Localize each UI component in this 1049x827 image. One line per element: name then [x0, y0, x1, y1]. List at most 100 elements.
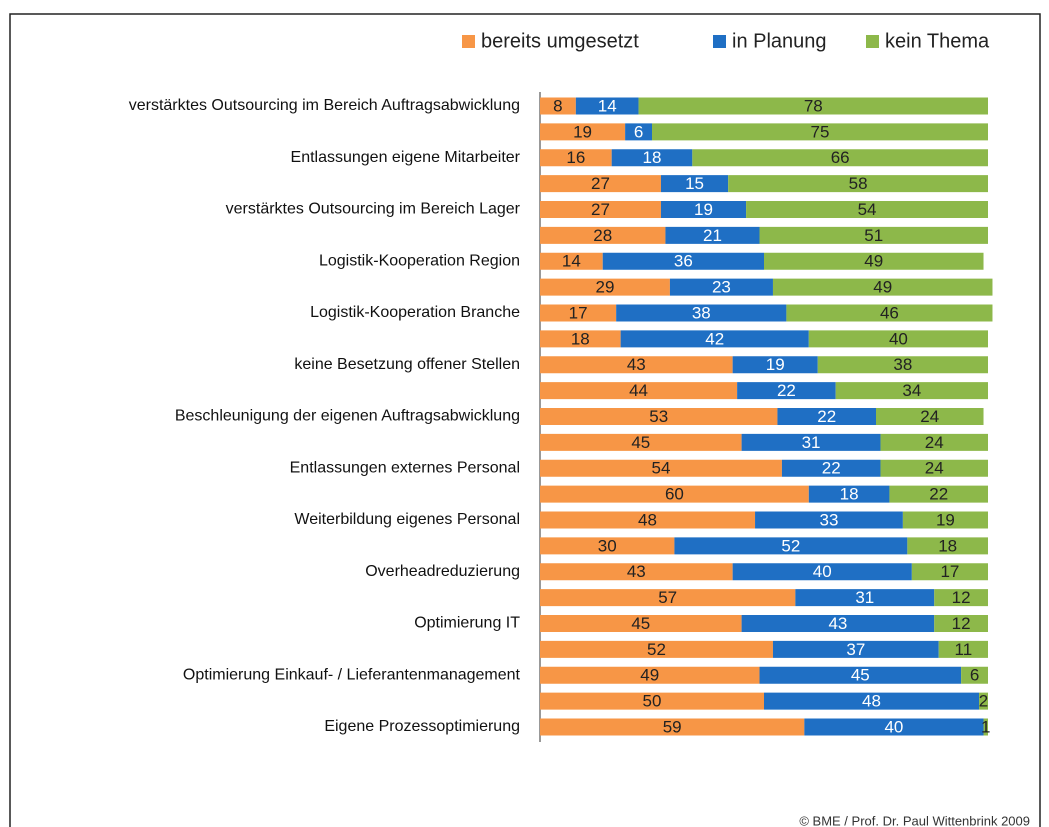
value-label: 19: [573, 122, 592, 141]
bar-segment: [540, 226, 666, 244]
value-label: 46: [880, 303, 899, 322]
bar-segment: [616, 304, 787, 322]
bar-segment: [817, 356, 988, 374]
bar-segment: [540, 537, 675, 555]
bar-segment: [540, 175, 661, 193]
bar-segment: [880, 459, 988, 477]
bar-segment: [540, 123, 626, 141]
value-label: 45: [851, 666, 870, 685]
bar-segment: [983, 718, 988, 736]
value-label: 60: [665, 485, 684, 504]
value-label: 40: [889, 329, 908, 348]
value-label: 22: [777, 381, 796, 400]
value-label: 19: [766, 355, 785, 374]
bar-segment: [938, 640, 988, 658]
bar-segment: [692, 149, 988, 167]
category-label: Weiterbildung eigenes Personal: [294, 511, 520, 528]
bar-segment: [772, 278, 993, 296]
value-label: 29: [595, 278, 614, 297]
bar-segment: [804, 718, 984, 736]
frame: [9, 13, 1041, 827]
bar-segment: [835, 382, 988, 400]
value-label: 40: [884, 717, 903, 736]
value-label: 1: [981, 717, 990, 736]
legend-swatch: [462, 35, 475, 48]
value-label: 51: [864, 226, 883, 245]
category-label: Entlassungen externes Personal: [290, 459, 520, 476]
value-label: 27: [591, 200, 610, 219]
legend-label: bereits umgesetzt: [481, 30, 639, 52]
bar-segment: [540, 718, 805, 736]
value-label: 23: [712, 278, 731, 297]
value-label: 44: [629, 381, 648, 400]
bar-segment: [602, 252, 764, 270]
value-label: 28: [593, 226, 612, 245]
bar-segment: [889, 485, 988, 503]
legend-label: in Planung: [732, 30, 827, 52]
value-label: 18: [571, 329, 590, 348]
value-label: 49: [640, 666, 659, 685]
bar-segment: [540, 408, 778, 425]
value-label: 21: [703, 226, 722, 245]
bar-segment: [638, 97, 988, 115]
value-label: 8: [553, 96, 562, 115]
value-label: 48: [638, 510, 657, 529]
bar-segment: [911, 563, 988, 581]
bar-segment: [674, 537, 908, 555]
category-label: Logistik-Kooperation Region: [319, 252, 520, 269]
value-label: 16: [566, 148, 585, 167]
bar-segment: [979, 692, 988, 710]
value-label: 34: [902, 381, 921, 400]
bar-segment: [540, 97, 576, 115]
value-label: 22: [822, 459, 841, 478]
value-label: 37: [846, 640, 865, 659]
bar-segment: [934, 615, 988, 632]
value-label: 49: [873, 278, 892, 297]
bar-segment: [540, 433, 742, 451]
bar-segment: [540, 589, 796, 607]
bar-segment: [741, 433, 881, 451]
bar-segment: [764, 252, 984, 270]
bar-segment: [902, 511, 988, 529]
value-label: 31: [802, 433, 821, 452]
value-label: 40: [813, 562, 832, 581]
bar-segment: [540, 330, 621, 348]
bar-segment: [540, 640, 773, 658]
bar-segment: [540, 278, 670, 296]
bar-segment: [540, 511, 756, 529]
bar-segment: [732, 356, 818, 374]
bar-segment: [611, 149, 693, 167]
value-label: 12: [952, 614, 971, 633]
value-label: 43: [828, 614, 847, 633]
value-label: 24: [925, 459, 944, 478]
bar-segment: [540, 615, 742, 632]
value-label: 53: [649, 407, 668, 426]
value-label: 19: [694, 200, 713, 219]
bar-segment: [620, 330, 809, 348]
category-label: verstärktes Outsourcing im Bereich Lager: [226, 201, 521, 218]
value-label: 52: [647, 640, 666, 659]
value-label: 48: [862, 692, 881, 711]
bar-segment: [732, 563, 912, 581]
bar-segment: [746, 201, 988, 218]
bar-segment: [540, 304, 617, 322]
bar-segment: [728, 175, 988, 193]
value-label: 22: [817, 407, 836, 426]
bar-segment: [540, 382, 738, 400]
value-label: 11: [955, 640, 973, 659]
legend-swatch: [866, 35, 879, 48]
bar-segment: [741, 615, 935, 632]
bar-segment: [795, 589, 935, 607]
value-label: 43: [627, 562, 646, 581]
value-label: 33: [819, 510, 838, 529]
value-label: 18: [938, 536, 957, 555]
bar-segment: [907, 537, 988, 555]
value-label: 31: [855, 588, 874, 607]
value-label: 2: [979, 692, 988, 711]
bar-segment: [808, 330, 988, 348]
bar-segment: [625, 123, 652, 141]
bar-segment: [660, 175, 729, 193]
bar-segment: [737, 382, 836, 400]
